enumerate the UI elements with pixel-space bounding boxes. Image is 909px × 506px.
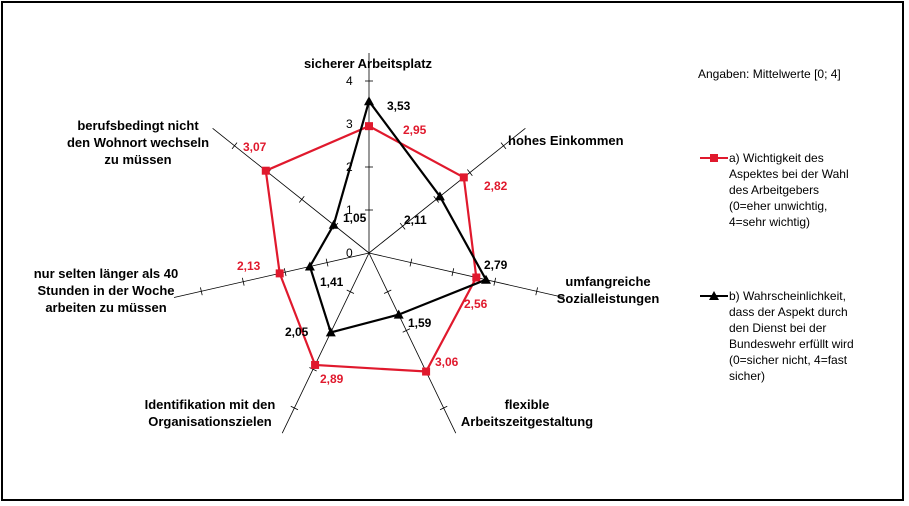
axis-label-6-line-2: Stunden in der Woche [38, 283, 175, 298]
axis-label-5-line-2: Organisationszielen [148, 414, 272, 429]
radar-axis-tick [500, 142, 507, 150]
radar-axis-tick [346, 289, 355, 294]
legend-a-line-4: (0=eher unwichtig, [729, 199, 828, 213]
series-1-point-1 [365, 122, 373, 131]
series-1-value-label-3: 2,56 [464, 297, 488, 311]
legend-triangle-marker-icon [700, 291, 728, 300]
legend-b-line-2: dass der Aspekt durch [729, 305, 848, 319]
series-1-point-7 [261, 166, 270, 175]
radar-axis-7 [212, 127, 370, 254]
radar-axis-6 [173, 252, 370, 298]
series-1-point-2 [459, 173, 468, 182]
legend-b-line-3: den Dienst bei der [729, 321, 827, 335]
series-2-point-5 [325, 327, 336, 337]
radar-axis-tick [409, 258, 413, 267]
axis-label-7-line-1: berufsbedingt nicht [77, 118, 199, 133]
legend-a-line-2: Aspektes bei der Wahl [729, 167, 849, 181]
value-range-note: Angaben: Mittelwerte [0; 4] [698, 67, 841, 81]
series-1-value-label-6: 2,13 [237, 259, 261, 273]
radar-axis-tick [439, 405, 448, 411]
radar-axis-3 [368, 252, 565, 298]
legend-b-line-4: Bundeswehr erfüllt wird [729, 337, 854, 351]
axis-label-7-line-2: den Wohnort wechseln [67, 135, 209, 150]
series-1-value-label-4: 3,06 [435, 355, 459, 369]
radar-axis-tick [467, 169, 473, 176]
radar-tick-label-0: 0 [346, 246, 353, 260]
radar-axis-tick [241, 277, 245, 286]
series-1-point-5 [311, 360, 320, 369]
radar-axis-tick [399, 222, 406, 230]
radar-axis-tick [535, 287, 538, 296]
series-2-point-3 [481, 274, 491, 284]
series-2-value-label-6: 1,41 [320, 275, 344, 289]
axis-label-7-line-3: zu müssen [104, 152, 171, 167]
legend-square-marker-icon [700, 154, 728, 162]
series-1-value-label-2: 2,82 [484, 179, 508, 193]
radar-axis-tick [383, 289, 392, 294]
radar-axis-5 [281, 252, 370, 434]
radar-tick-label-1: 1 [346, 203, 353, 217]
axis-label-4-line-1: flexible [505, 397, 550, 412]
axis-label-2-line-1: hohes Einkommen [508, 133, 624, 148]
radar-axis-4 [368, 252, 457, 434]
legend-b-line-1: b) Wahrscheinlichkeit, [729, 289, 846, 303]
radar-axis-tick [493, 277, 497, 286]
series-1-point-3 [472, 273, 481, 282]
legend-a-line-1: a) Wichtigkeit des [729, 151, 824, 165]
radar-tick-label-4: 4 [346, 74, 353, 88]
radar-axis-tick [451, 268, 455, 277]
series-2-value-label-1: 3,53 [387, 99, 411, 113]
series-2-point-4 [393, 309, 404, 319]
legend-b-line-6: sicher) [729, 369, 766, 383]
series-1-value-label-5: 2,89 [320, 372, 344, 386]
series-2-point-2 [434, 191, 445, 201]
series-1-point-4 [422, 367, 431, 376]
series-2-point-6 [304, 261, 315, 271]
series-2-value-label-4: 1,59 [408, 316, 432, 330]
series-2-point-7 [328, 219, 339, 229]
radar-tick-label-3: 3 [346, 117, 353, 131]
series-1-line [264, 124, 478, 373]
series-2-value-label-2: 2,11 [404, 213, 427, 227]
series-1-value-label-1: 2,95 [403, 123, 427, 137]
radar-axis-tick [402, 328, 411, 333]
radar-axis-tick [325, 258, 329, 267]
legend-entry-b: b) Wahrscheinlichkeit, dass der Aspekt du… [700, 288, 908, 384]
radar-axis-tick [298, 196, 305, 203]
legend-a-line-5: 4=sehr wichtig) [729, 215, 811, 229]
series-2-value-label-3: 2,79 [484, 258, 508, 272]
radar-axis-tick [231, 142, 238, 150]
series-1-value-label-7: 3,07 [243, 140, 267, 154]
legend-text-b: b) Wahrscheinlichkeit, dass der Aspekt du… [729, 288, 908, 384]
axis-label-3-line-2: Sozialleistungen [557, 291, 660, 306]
series-1-point-6 [275, 269, 284, 278]
radar-axis-tick [283, 268, 287, 277]
axis-label-6-line-1: nur selten länger als 40 [34, 266, 179, 281]
series-2-value-label-7: 1,05 [343, 211, 367, 225]
axis-label-6-line-3: arbeiten zu müssen [45, 300, 166, 315]
radar-axis-tick [309, 367, 317, 372]
radar-axis-2 [368, 127, 526, 254]
radar-axis-tick [200, 287, 203, 296]
legend-b-line-5: (0=sicher nicht, 4=fast [729, 353, 848, 367]
radar-axis-tick [290, 405, 299, 411]
legend-a-line-3: des Arbeitgebers [729, 183, 820, 197]
axis-label-1-line-1: sicherer Arbeitsplatz [304, 56, 433, 71]
series-2-point-1 [364, 96, 374, 106]
legend-text-a: a) Wichtigkeit des Aspektes bei der Wahl d… [729, 150, 908, 230]
axis-label-4-line-2: Arbeitszeitgestaltung [461, 414, 593, 429]
legend-entry-a: a) Wichtigkeit des Aspektes bei der Wahl d… [700, 150, 908, 230]
series-2-line [308, 98, 488, 334]
axis-label-5-line-1: Identifikation mit den [145, 397, 276, 412]
series-2-value-label-5: 2,05 [285, 325, 309, 339]
axis-label-3-line-1: umfangreiche [565, 274, 650, 289]
